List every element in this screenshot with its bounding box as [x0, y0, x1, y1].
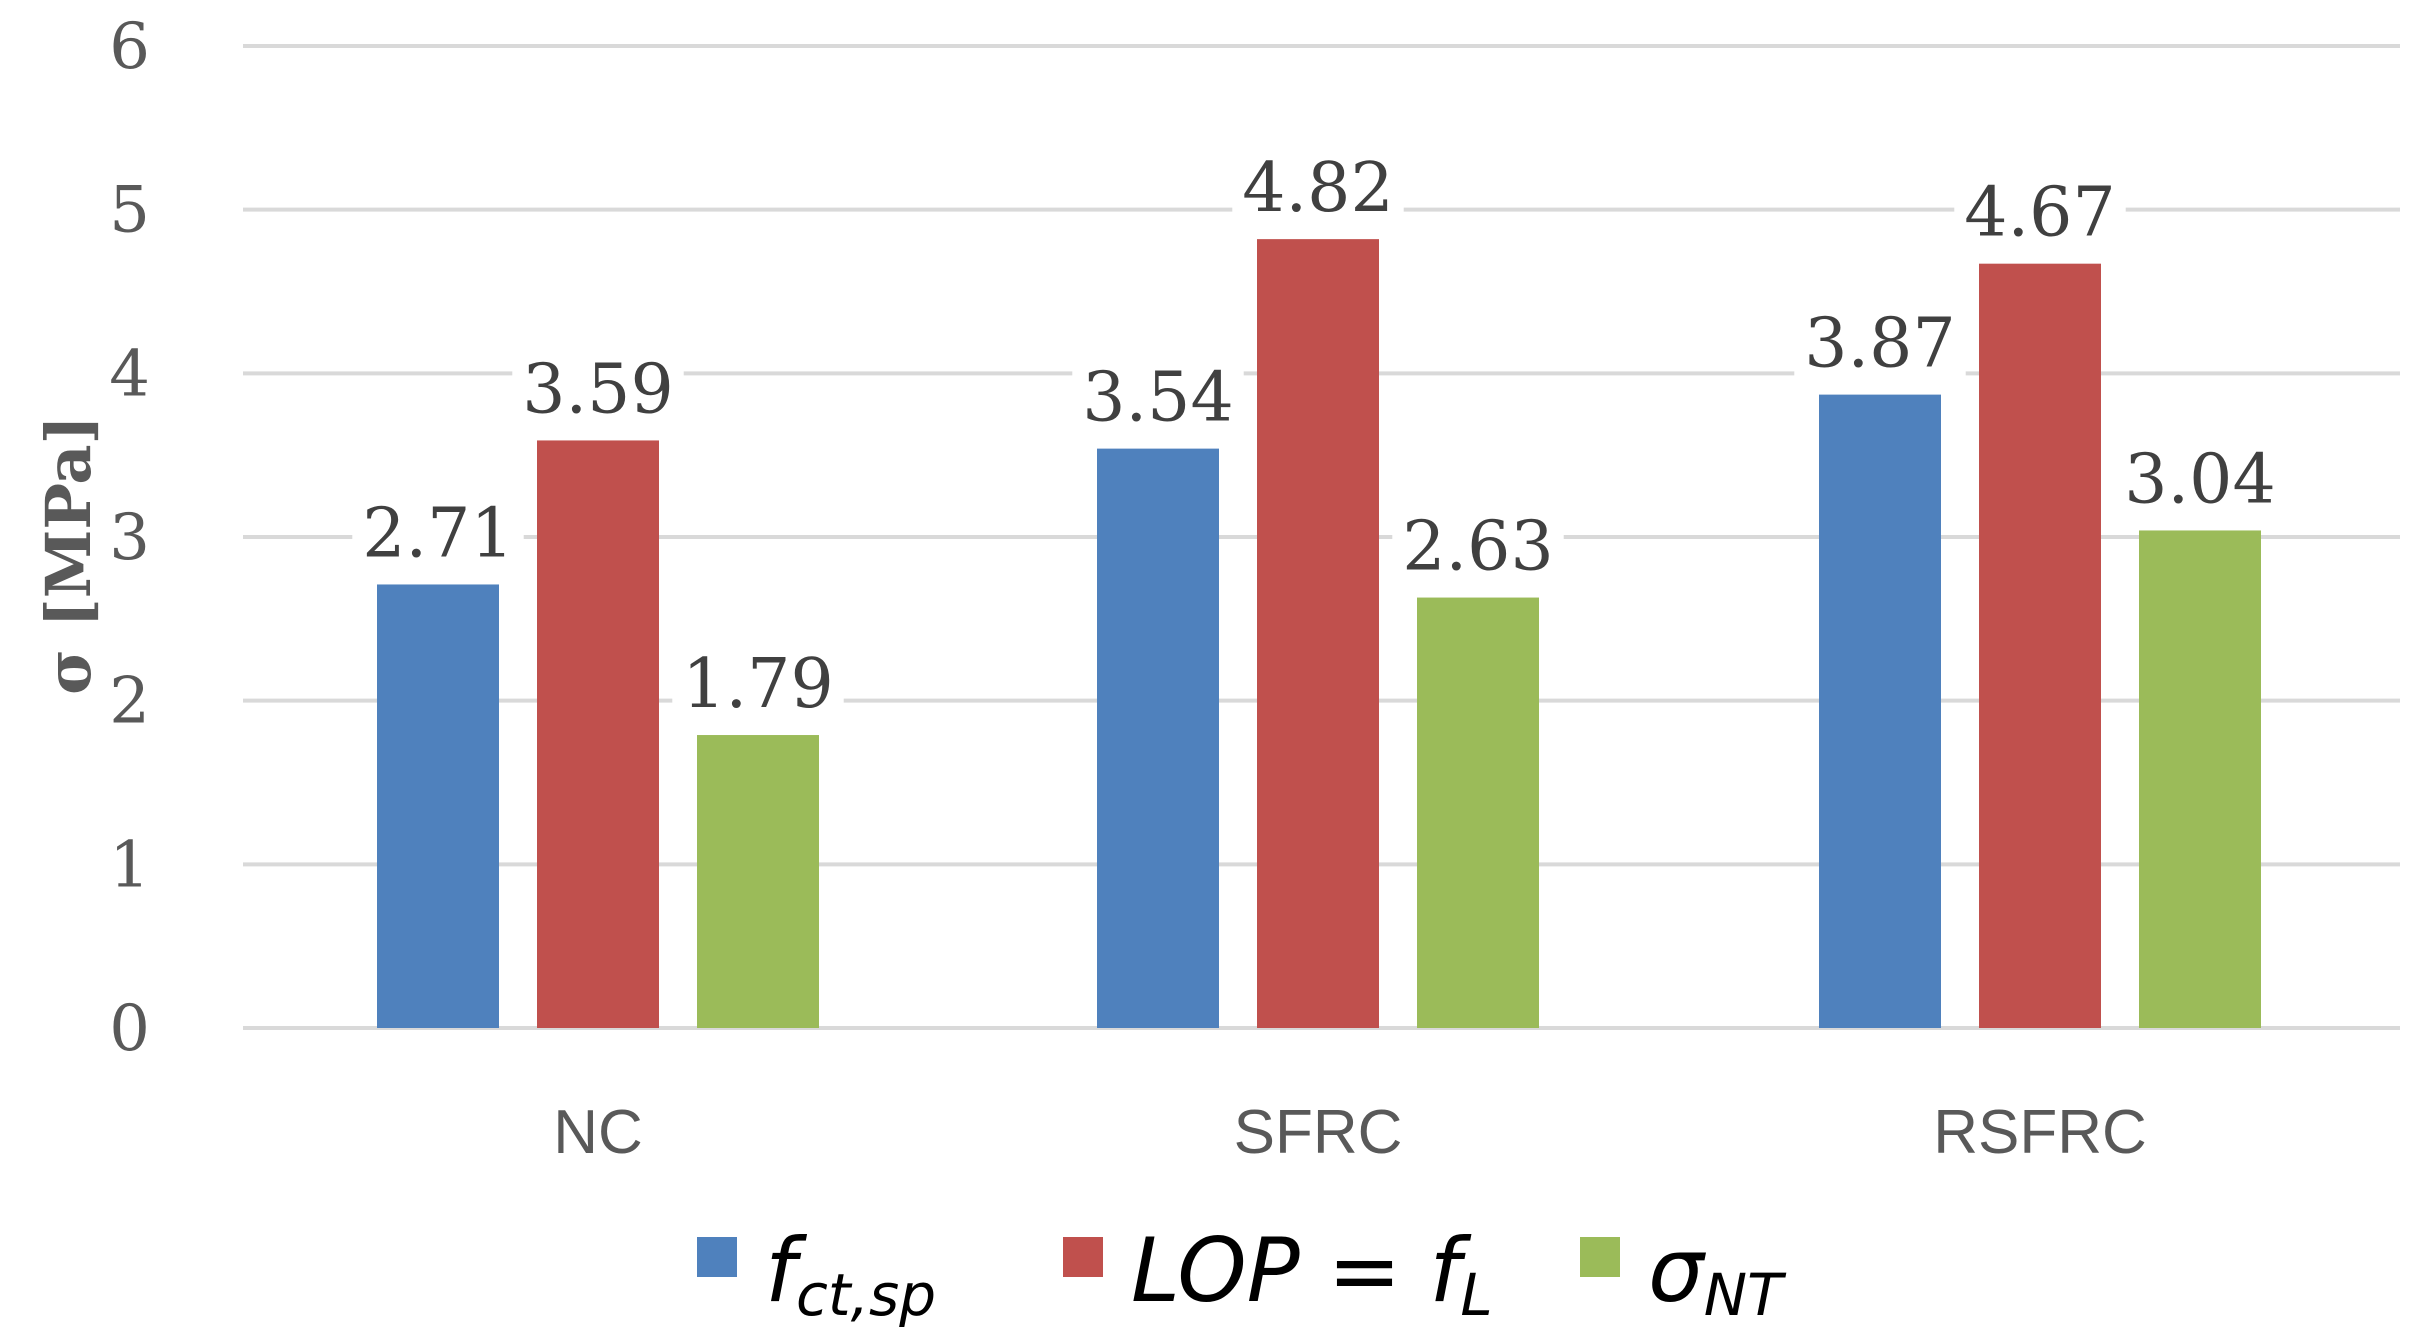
data-label: 1.79 — [682, 645, 833, 724]
data-label: 2.71 — [362, 494, 513, 573]
bar-sfrc-series-2 — [1257, 239, 1379, 1029]
data-label-background — [512, 348, 684, 432]
data-label: 3.87 — [1804, 305, 1955, 384]
y-axis-label: σ [MPa] — [32, 415, 105, 695]
x-tick-label-rsfrc: RSFRC — [1933, 1098, 2147, 1167]
bar-sfrc-series-1 — [1097, 448, 1219, 1028]
data-label-background — [2114, 438, 2286, 522]
data-label: 3.59 — [522, 350, 673, 429]
bar-sfrc-series-3 — [1417, 597, 1539, 1028]
bars — [377, 239, 2261, 1029]
y-tick-label: 1 — [109, 828, 150, 902]
x-axis-ticks: NC SFRC RSFRC — [553, 1098, 2147, 1167]
data-label-background — [1072, 356, 1244, 440]
legend-label-1: fct,sp — [765, 1219, 936, 1329]
legend-swatch-1 — [697, 1237, 737, 1277]
bar-rsfrc-series-2 — [1979, 263, 2101, 1029]
legend-swatch-3 — [1580, 1237, 1620, 1277]
bar-nc-series-3 — [697, 735, 819, 1028]
data-label-background — [1794, 302, 1966, 386]
y-tick-label: 6 — [109, 10, 150, 84]
y-tick-label: 2 — [109, 665, 150, 739]
x-tick-label-sfrc: SFRC — [1234, 1098, 1403, 1167]
legend-label-2: LOP = fL — [1131, 1219, 1493, 1329]
data-labels: 2.713.59 1.79 3.54 4.82 2.63 3.874.67 3.04 — [352, 147, 2286, 727]
data-label-background — [1232, 147, 1404, 231]
x-tick-label-nc: NC — [553, 1098, 643, 1167]
data-label-background — [352, 492, 524, 576]
data-label: 2.63 — [1402, 508, 1553, 587]
bar-nc-series-2 — [537, 440, 659, 1029]
legend-swatch-2 — [1063, 1237, 1103, 1277]
y-tick-label: 0 — [109, 992, 150, 1066]
bar-nc-series-1 — [377, 584, 499, 1028]
data-label: 3.54 — [1082, 359, 1233, 438]
data-label: 4.67 — [1964, 174, 2115, 253]
y-tick-label: 5 — [109, 174, 150, 248]
y-tick-label: 3 — [109, 501, 150, 575]
y-axis-ticks: 0 1 2 3 4 5 6 — [109, 10, 150, 1066]
y-tick-label: 4 — [109, 337, 150, 411]
data-label-background — [1392, 505, 1564, 589]
legend: fct,sp LOP = fL σNT — [697, 1219, 1787, 1329]
data-label-background — [1954, 171, 2126, 255]
bar-rsfrc-series-3 — [2139, 530, 2261, 1028]
bar-rsfrc-series-1 — [1819, 394, 1941, 1028]
data-label: 3.04 — [2124, 440, 2275, 519]
data-label-background — [672, 643, 844, 727]
data-label: 4.82 — [1242, 149, 1393, 228]
legend-label-3: σNT — [1648, 1219, 1787, 1329]
